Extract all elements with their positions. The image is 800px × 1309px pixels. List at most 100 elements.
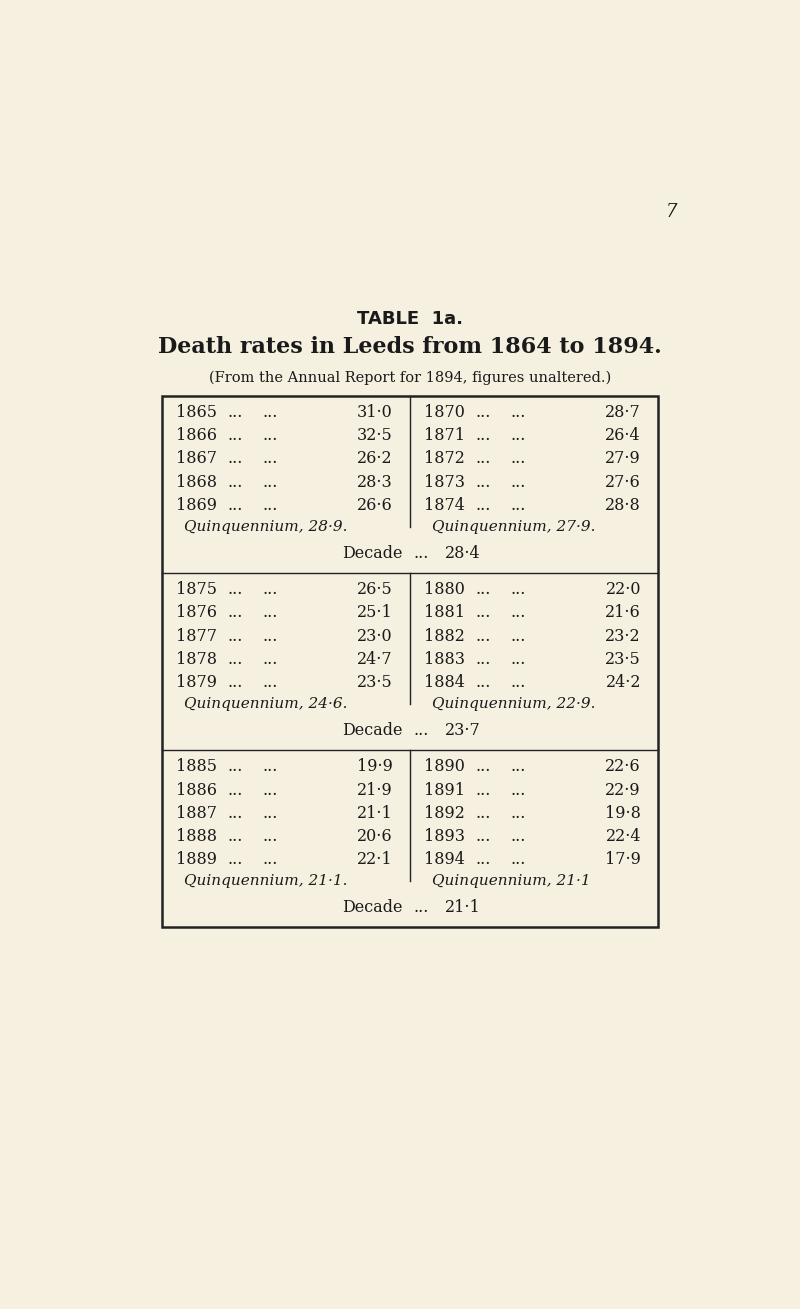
Text: Quinquennium, 28·9.: Quinquennium, 28·9. xyxy=(184,520,347,534)
Text: Quinquennium, 22·9.: Quinquennium, 22·9. xyxy=(432,696,595,711)
Text: 1881: 1881 xyxy=(424,605,465,622)
Text: ...: ... xyxy=(262,427,278,444)
Text: 17·9: 17·9 xyxy=(605,851,641,868)
Text: ...: ... xyxy=(476,674,491,691)
Text: Quinquennium, 24·6.: Quinquennium, 24·6. xyxy=(184,696,347,711)
Text: ...: ... xyxy=(510,581,526,598)
Text: 19·9: 19·9 xyxy=(357,758,393,775)
Text: 26·5: 26·5 xyxy=(357,581,393,598)
Text: 28·7: 28·7 xyxy=(606,404,641,421)
Text: ...: ... xyxy=(414,723,430,740)
Text: ...: ... xyxy=(510,758,526,775)
Text: 22·6: 22·6 xyxy=(606,758,641,775)
Text: 1866: 1866 xyxy=(176,427,217,444)
Text: ...: ... xyxy=(414,899,430,916)
Text: 1878: 1878 xyxy=(176,651,217,668)
Text: ...: ... xyxy=(228,605,243,622)
Text: 23·5: 23·5 xyxy=(357,674,393,691)
Text: ...: ... xyxy=(510,827,526,844)
Text: ...: ... xyxy=(476,496,491,513)
Text: 1875: 1875 xyxy=(176,581,217,598)
Text: ...: ... xyxy=(510,781,526,798)
Text: 26·6: 26·6 xyxy=(357,496,393,513)
Text: 22·1: 22·1 xyxy=(358,851,393,868)
Text: 27·6: 27·6 xyxy=(606,474,641,491)
Text: ...: ... xyxy=(262,627,278,644)
Text: 1887: 1887 xyxy=(176,805,217,822)
Text: ...: ... xyxy=(228,474,243,491)
Text: 7: 7 xyxy=(666,203,678,221)
Text: 26·2: 26·2 xyxy=(358,450,393,467)
Text: 1868: 1868 xyxy=(176,474,217,491)
Text: 21·1: 21·1 xyxy=(357,805,393,822)
Text: ...: ... xyxy=(510,404,526,421)
Text: ...: ... xyxy=(476,758,491,775)
Text: ...: ... xyxy=(262,605,278,622)
Text: 22·4: 22·4 xyxy=(606,827,641,844)
Text: ...: ... xyxy=(476,651,491,668)
Text: 1876: 1876 xyxy=(176,605,217,622)
Text: 1885: 1885 xyxy=(176,758,217,775)
Text: ...: ... xyxy=(476,851,491,868)
Text: ...: ... xyxy=(510,651,526,668)
Text: 1872: 1872 xyxy=(424,450,465,467)
Text: ...: ... xyxy=(228,758,243,775)
Text: ...: ... xyxy=(476,474,491,491)
Text: 1886: 1886 xyxy=(176,781,217,798)
Text: 28·4: 28·4 xyxy=(445,545,481,562)
Text: 25·1: 25·1 xyxy=(357,605,393,622)
Text: ...: ... xyxy=(228,450,243,467)
Text: ...: ... xyxy=(262,805,278,822)
Text: ...: ... xyxy=(510,851,526,868)
Text: Quinquennium, 21·1.: Quinquennium, 21·1. xyxy=(184,874,347,888)
Text: 26·4: 26·4 xyxy=(606,427,641,444)
Text: 1888: 1888 xyxy=(176,827,217,844)
Text: 24·7: 24·7 xyxy=(358,651,393,668)
Text: 19·8: 19·8 xyxy=(605,805,641,822)
Text: ...: ... xyxy=(228,627,243,644)
Text: TABLE  1a.: TABLE 1a. xyxy=(357,309,463,327)
Text: 1870: 1870 xyxy=(424,404,465,421)
Text: 28·3: 28·3 xyxy=(357,474,393,491)
Text: Quinquennium, 21·1: Quinquennium, 21·1 xyxy=(432,874,590,888)
Text: ...: ... xyxy=(476,827,491,844)
Text: ...: ... xyxy=(262,674,278,691)
Text: ...: ... xyxy=(262,651,278,668)
Text: Death rates in Leeds from 1864 to 1894.: Death rates in Leeds from 1864 to 1894. xyxy=(158,335,662,357)
Text: ...: ... xyxy=(228,581,243,598)
Text: ...: ... xyxy=(476,427,491,444)
Text: 1873: 1873 xyxy=(424,474,465,491)
Text: ...: ... xyxy=(262,496,278,513)
Text: ...: ... xyxy=(476,627,491,644)
Text: ...: ... xyxy=(228,827,243,844)
Text: 1879: 1879 xyxy=(176,674,217,691)
Text: 20·6: 20·6 xyxy=(358,827,393,844)
Text: 1882: 1882 xyxy=(424,627,465,644)
Text: ...: ... xyxy=(476,450,491,467)
Text: ...: ... xyxy=(510,496,526,513)
Text: ...: ... xyxy=(476,581,491,598)
Text: (From the Annual Report for 1894, figures unaltered.): (From the Annual Report for 1894, figure… xyxy=(209,370,611,385)
Text: ...: ... xyxy=(510,450,526,467)
Text: ...: ... xyxy=(476,805,491,822)
Text: ...: ... xyxy=(262,827,278,844)
Text: ...: ... xyxy=(228,805,243,822)
Text: 1893: 1893 xyxy=(424,827,465,844)
Text: ...: ... xyxy=(476,605,491,622)
Text: 22·0: 22·0 xyxy=(606,581,641,598)
Text: Decade: Decade xyxy=(342,545,402,562)
Text: 1865: 1865 xyxy=(176,404,217,421)
Text: ...: ... xyxy=(476,781,491,798)
Text: ...: ... xyxy=(262,781,278,798)
Text: 32·5: 32·5 xyxy=(357,427,393,444)
Text: 1867: 1867 xyxy=(176,450,217,467)
Text: 1883: 1883 xyxy=(424,651,465,668)
Text: 23·7: 23·7 xyxy=(445,723,481,740)
Text: ...: ... xyxy=(510,627,526,644)
Text: 23·2: 23·2 xyxy=(606,627,641,644)
Text: ...: ... xyxy=(414,545,430,562)
Text: ...: ... xyxy=(228,651,243,668)
Text: 1894: 1894 xyxy=(424,851,465,868)
Text: ...: ... xyxy=(262,851,278,868)
Text: 21·1: 21·1 xyxy=(445,899,481,916)
